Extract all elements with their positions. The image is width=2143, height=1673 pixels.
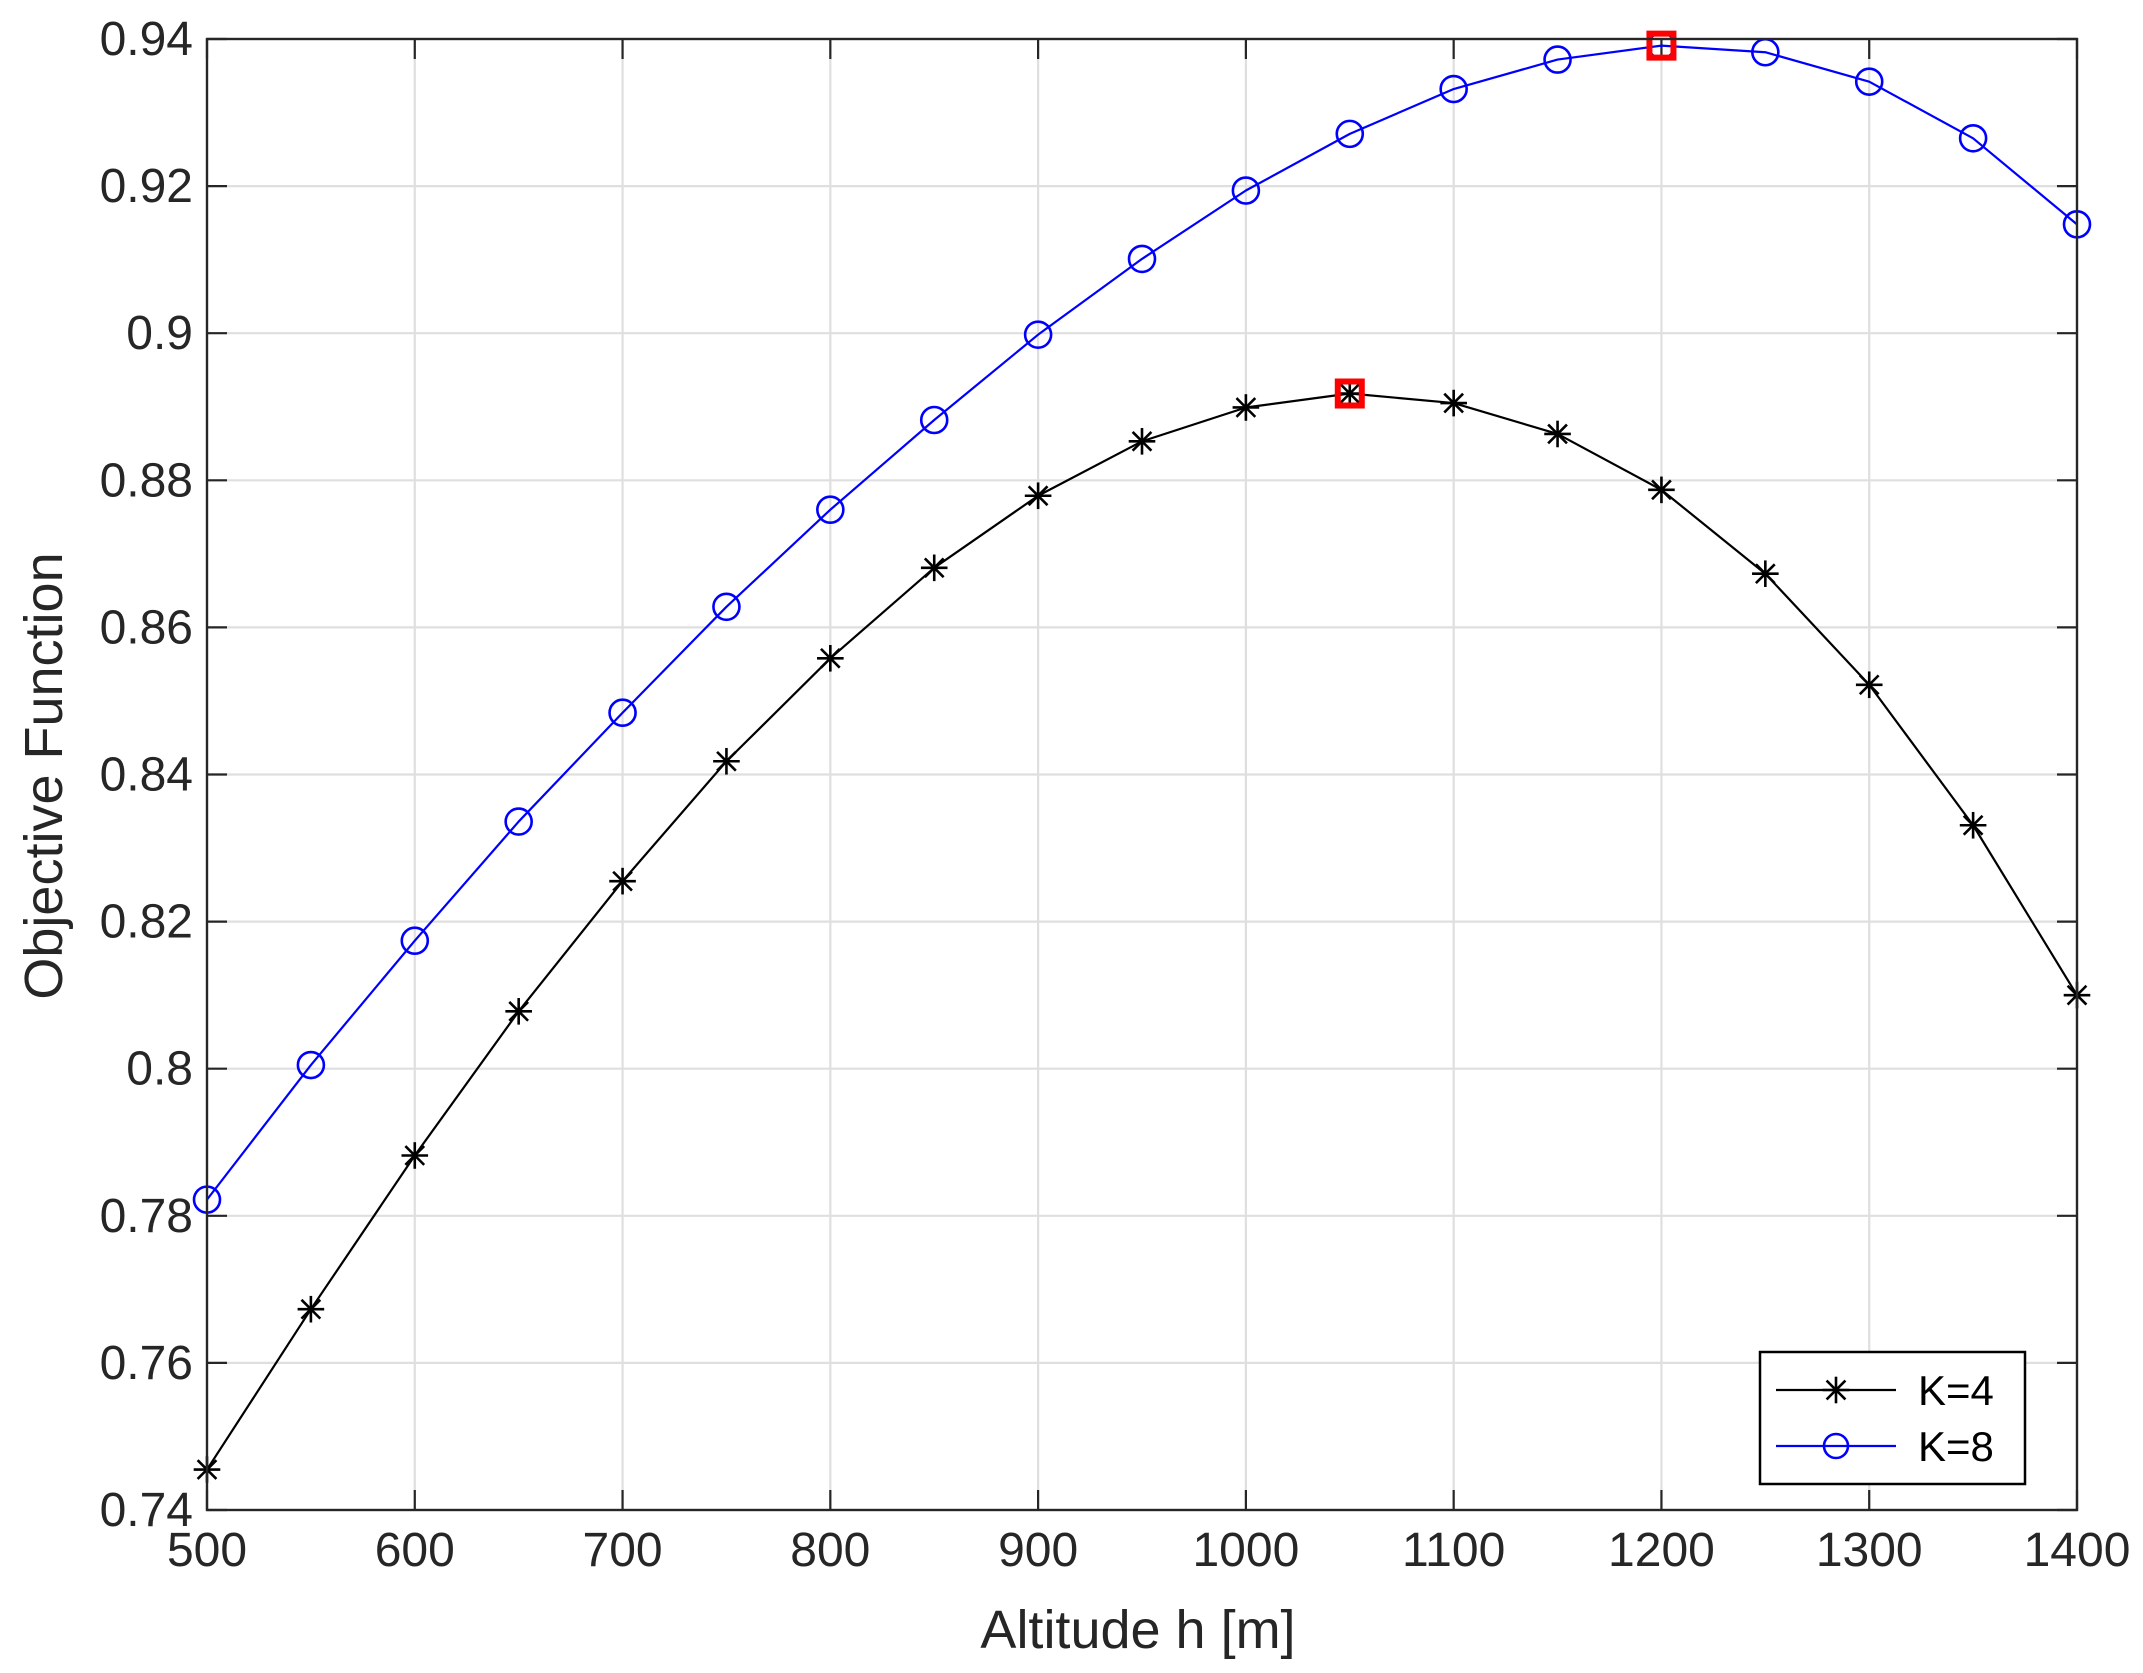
y-tick-label: 0.84 (100, 749, 193, 802)
data-point (1752, 560, 1779, 588)
data-point (1232, 394, 1260, 421)
data-point (297, 1295, 325, 1323)
data-point (296, 1050, 326, 1080)
plot-area: 500 600 700 800 900 1000 1100 1200 1300 14000.740… (100, 13, 2131, 1577)
series-K=4 (193, 380, 2091, 1483)
data-point (1231, 176, 1261, 205)
data-point (1024, 482, 1052, 510)
data-point (608, 698, 637, 728)
data-point (1855, 671, 1883, 699)
axes-box (205, 37, 2079, 1512)
data-point (713, 747, 740, 775)
data-point (1544, 420, 1571, 448)
data-point (1336, 380, 1364, 407)
legend-asterisk (1822, 1376, 1850, 1404)
data-point (816, 495, 845, 525)
data-point (1023, 320, 1053, 349)
legend-label-k8: K=8 (1918, 1423, 1994, 1470)
data-point (920, 554, 948, 582)
x-axis-title: Altitude h [m] (980, 1600, 1295, 1660)
x-tick-labels: 500 600 700 800 900 1000 1100 1200 1300 1400 (167, 1524, 2130, 1577)
y-tick-label: 0.8 (126, 1043, 193, 1096)
data-point (505, 998, 532, 1025)
legend-box (1758, 1350, 2027, 1486)
x-tick-label: 500 (167, 1524, 247, 1577)
x-tick-label: 800 (790, 1524, 870, 1577)
y-tick-label: 0.86 (100, 601, 193, 654)
highlight-marker (1646, 30, 1677, 61)
series-K=8 (192, 31, 2092, 1214)
y-tick-label: 0.82 (100, 896, 193, 949)
data-point (609, 867, 636, 895)
data-point (1440, 389, 1467, 417)
legend-marker-k8 (1822, 1432, 1850, 1460)
data-point (1439, 74, 1468, 104)
data-point (1128, 428, 1156, 455)
data-point (817, 644, 844, 672)
y-tick-label: 0.92 (100, 160, 193, 213)
x-tick-label: 1300 (1816, 1524, 1923, 1577)
y-tick-label: 0.74 (100, 1484, 193, 1537)
data-point (1958, 123, 1988, 153)
x-tick-label: 1100 (1402, 1524, 1505, 1577)
x-tick-label: 700 (583, 1524, 663, 1577)
y-axis-title: Objective Function (14, 552, 74, 999)
data-point (1648, 476, 1675, 504)
x-tick-label: 1200 (1608, 1524, 1715, 1577)
y-tick-labels: 0.74 0.76 0.78 0.8 0.82 0.84 0.86 0.88 0.9 0.92 0.… (100, 13, 193, 1537)
y-tick-label: 0.9 (126, 307, 193, 360)
y-tick-label: 0.88 (100, 454, 193, 507)
grid-lines (207, 39, 2077, 1510)
data-point (1854, 67, 1884, 96)
data-point (1127, 244, 1157, 274)
x-tick-label: 1400 (2024, 1524, 2131, 1577)
legend-label-k4: K=4 (1918, 1367, 1994, 1414)
series-line (206, 44, 2078, 1201)
data-point (919, 405, 949, 435)
data-point (1335, 119, 1365, 149)
x-tick-label: 900 (998, 1524, 1078, 1577)
x-tick-label: 600 (375, 1524, 455, 1577)
data-point (401, 1142, 429, 1169)
legend-marker-k4 (1822, 1376, 1850, 1404)
data-point (1543, 45, 1572, 74)
data-point (504, 807, 533, 836)
legend: K=4 K=8 (1758, 1350, 2027, 1486)
highlight-marker (1334, 378, 1365, 409)
data-point (400, 926, 430, 956)
y-tick-label: 0.78 (100, 1190, 193, 1243)
y-tick-label: 0.94 (100, 13, 193, 66)
data-point (712, 592, 741, 622)
y-tick-label: 0.76 (100, 1337, 193, 1390)
highlighted-points (1334, 30, 1677, 409)
data-point (1959, 811, 1987, 839)
x-tick-label: 1000 (1192, 1524, 1299, 1577)
